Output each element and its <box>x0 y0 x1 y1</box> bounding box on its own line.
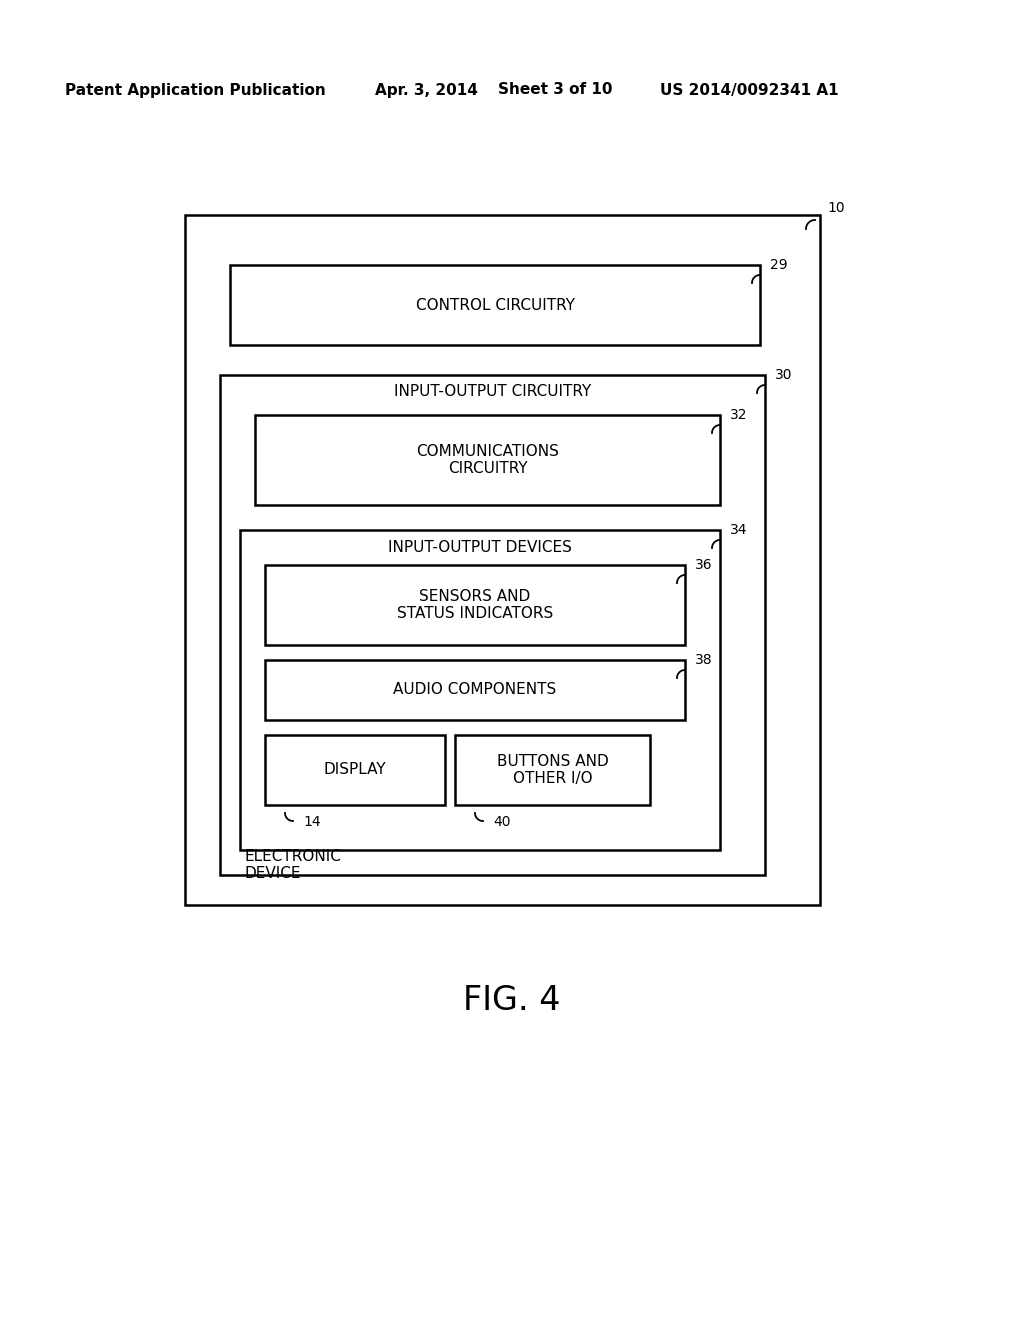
Text: 36: 36 <box>695 558 713 572</box>
Text: INPUT-OUTPUT CIRCUITRY: INPUT-OUTPUT CIRCUITRY <box>394 384 591 400</box>
Bar <box>255 414 720 506</box>
Text: BUTTONS AND
OTHER I/O: BUTTONS AND OTHER I/O <box>497 754 608 787</box>
Bar <box>185 215 820 906</box>
Text: 14: 14 <box>303 814 321 829</box>
Bar <box>220 375 765 875</box>
Text: Sheet 3 of 10: Sheet 3 of 10 <box>498 82 612 98</box>
Text: Apr. 3, 2014: Apr. 3, 2014 <box>375 82 478 98</box>
Text: 10: 10 <box>827 201 845 215</box>
Bar <box>455 735 650 805</box>
Text: INPUT-OUTPUT DEVICES: INPUT-OUTPUT DEVICES <box>388 540 572 554</box>
Text: 40: 40 <box>493 814 511 829</box>
Text: US 2014/0092341 A1: US 2014/0092341 A1 <box>660 82 839 98</box>
Text: 32: 32 <box>730 408 748 422</box>
Text: DISPLAY: DISPLAY <box>324 763 386 777</box>
Text: 34: 34 <box>730 523 748 537</box>
Bar <box>265 565 685 645</box>
Text: AUDIO COMPONENTS: AUDIO COMPONENTS <box>393 682 557 697</box>
Text: COMMUNICATIONS
CIRCUITRY: COMMUNICATIONS CIRCUITRY <box>416 444 559 477</box>
Text: 29: 29 <box>770 257 787 272</box>
Bar <box>230 265 760 345</box>
Bar <box>265 735 445 805</box>
Text: 38: 38 <box>695 653 713 667</box>
Text: Patent Application Publication: Patent Application Publication <box>65 82 326 98</box>
Bar <box>240 531 720 850</box>
Text: CONTROL CIRCUITRY: CONTROL CIRCUITRY <box>416 297 574 313</box>
Text: 30: 30 <box>775 368 793 381</box>
Text: SENSORS AND
STATUS INDICATORS: SENSORS AND STATUS INDICATORS <box>397 589 553 622</box>
Bar <box>265 660 685 719</box>
Text: FIG. 4: FIG. 4 <box>463 983 561 1016</box>
Text: ELECTRONIC
DEVICE: ELECTRONIC DEVICE <box>245 849 342 882</box>
